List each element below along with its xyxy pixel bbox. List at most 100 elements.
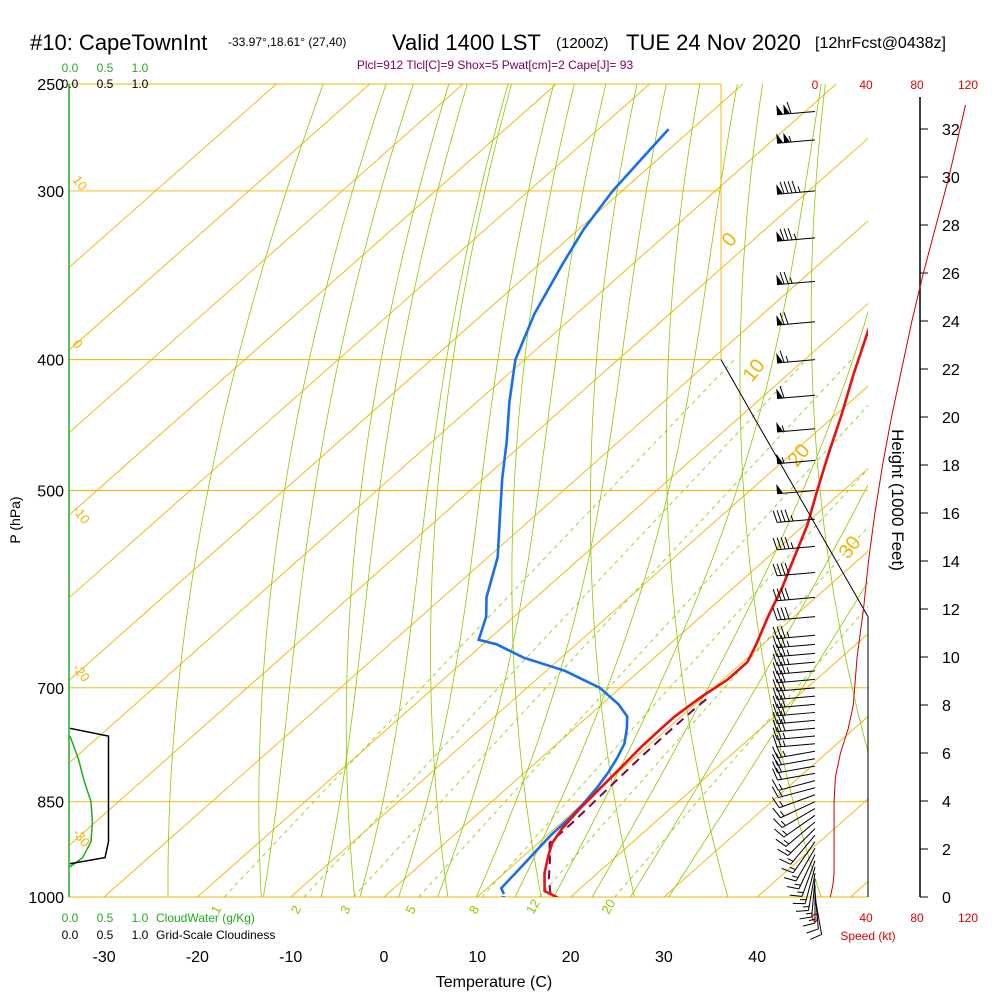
wind-barb-feather — [773, 818, 783, 828]
speed-tick-top: 80 — [910, 78, 924, 92]
isotherm-line — [663, 715, 868, 897]
height-tick-label: 22 — [942, 362, 960, 379]
wind-barb-staff — [777, 110, 816, 116]
wind-barb — [779, 834, 816, 865]
wind-barb — [771, 786, 816, 799]
wind-barb-flag — [776, 483, 784, 494]
height-tick-label: 20 — [942, 410, 960, 427]
wind-barb — [772, 734, 816, 748]
pressure-tick-label: 850 — [37, 795, 64, 812]
wind-barb-staff — [779, 794, 816, 809]
isotherm-label-left: 10 — [70, 173, 91, 194]
wind-barb-staff — [795, 847, 816, 882]
cloudiness-tick-top: 0.5 — [97, 77, 114, 91]
wind-barb — [799, 879, 816, 920]
wind-barb-feather — [771, 797, 780, 809]
wind-barb-half-feather — [782, 740, 786, 747]
wind-barb-feather — [783, 228, 789, 241]
wind-barb — [772, 711, 816, 725]
wind-barb-staff — [777, 687, 816, 692]
wind-barb-feather — [775, 838, 787, 847]
wind-barb — [772, 626, 816, 640]
wind-barb-flag — [776, 422, 784, 433]
wind-barb-half-feather — [790, 515, 794, 522]
moist-adiabat-line — [262, 84, 414, 897]
plot-boundary-line — [720, 359, 869, 897]
temperature-tick-label: 40 — [748, 949, 766, 966]
wind-barb — [783, 847, 816, 882]
moist-adiabat-line — [475, 84, 667, 897]
wind-barb — [772, 801, 816, 819]
wind-barb-staff — [777, 758, 816, 766]
wind-barb-feather — [779, 272, 785, 285]
wind-barb — [772, 607, 816, 621]
wind-barb-staff — [777, 750, 816, 759]
wind-barb-staff — [781, 808, 816, 828]
wind-barb-feather — [772, 670, 778, 683]
wind-barb-feather — [774, 828, 785, 838]
wind-barb — [772, 644, 816, 658]
moist-adiabat-line — [668, 581, 868, 897]
wind-barb — [772, 760, 816, 774]
wind-barb-staff — [777, 772, 816, 781]
valid-time: Valid 1400 LST — [392, 30, 541, 55]
moist-adiabat-line — [359, 84, 509, 897]
height-tick-label: 30 — [942, 170, 960, 187]
wind-barb-feather — [776, 588, 782, 601]
speed-tick-top: 40 — [859, 78, 873, 92]
wind-barb-half-feather — [782, 732, 786, 739]
wind-barb-feather — [777, 848, 789, 856]
wind-barb-feather — [772, 807, 781, 819]
cloudwater-tick-top: 0.0 — [62, 61, 79, 75]
wind-barb-feather — [772, 563, 778, 576]
dewpoint-surface-marker — [500, 896, 507, 897]
temperature-tick-label: 20 — [562, 949, 580, 966]
pressure-tick-label: 1000 — [28, 890, 64, 907]
cloudiness-tick-bottom: 0.5 — [97, 928, 114, 942]
dry-adiabat-line — [739, 84, 822, 897]
mixing-ratio-label: 3 — [337, 903, 354, 917]
wind-barb-feather — [780, 626, 786, 639]
mixing-ratio-label: 5 — [402, 903, 419, 917]
wind-barb-staff — [777, 616, 816, 621]
wind-barb — [772, 753, 816, 766]
wind-panel: 0040408080120120024681012141618202224262… — [771, 78, 978, 940]
pressure-tick-label: 500 — [37, 484, 64, 501]
wind-barb-feather — [772, 746, 779, 759]
temperature-tick-label: 10 — [468, 949, 486, 966]
moist-adiabat-line — [630, 484, 868, 897]
temperature-tick-label: 0 — [380, 949, 389, 966]
wind-barb-feather — [779, 350, 785, 363]
cloudiness-tick-bottom: 0.0 — [62, 928, 79, 942]
wind-barb — [771, 794, 816, 809]
isotherm-line — [570, 633, 868, 897]
wind-barb-feather — [810, 933, 822, 940]
wind-barb-feather — [772, 761, 779, 773]
wind-barb-feather — [780, 695, 786, 708]
wind-barb-flag — [776, 274, 784, 285]
wind-barb-half-feather — [785, 355, 789, 363]
wind-barb — [772, 562, 816, 577]
wind-barb-staff — [777, 711, 816, 717]
wind-barb-feather — [776, 719, 782, 732]
wind-barb-feather — [776, 653, 782, 666]
height-tick-label: 0 — [942, 890, 951, 907]
wind-barb-staff — [777, 545, 816, 551]
wind-barb-half-feather — [789, 866, 796, 871]
wind-barb-feather — [783, 271, 789, 284]
y-axis-label: P (hPa) — [7, 496, 23, 543]
wind-barb — [777, 828, 816, 856]
moist-adiabat-line — [398, 84, 555, 897]
wind-barb — [772, 587, 816, 602]
wind-barb-feather — [802, 922, 816, 927]
moist-adiabat-line — [591, 310, 868, 897]
temperature-tick-label: -30 — [93, 949, 116, 966]
wind-barb-half-feather — [786, 658, 790, 665]
wind-barb-feather — [772, 626, 778, 639]
mixing-ratio-line — [303, 359, 807, 897]
pressure-tick-label: 400 — [37, 353, 64, 370]
wind-barb-feather — [786, 101, 792, 114]
wind-barb-feather — [776, 711, 782, 724]
height-tick-label: 2 — [942, 842, 951, 859]
wind-barb-feather — [780, 607, 786, 620]
